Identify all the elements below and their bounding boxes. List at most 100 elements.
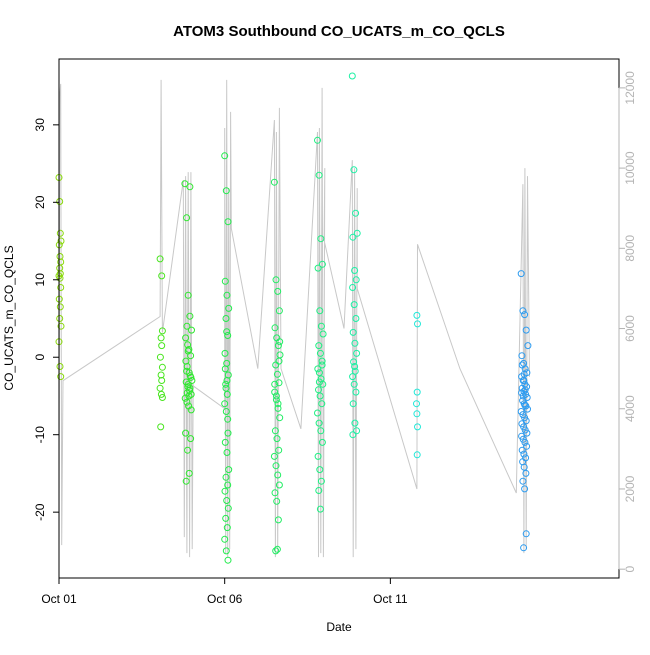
data-point [319, 330, 327, 338]
data-point [521, 438, 529, 446]
data-point [413, 388, 421, 396]
data-point [349, 328, 357, 336]
data-point [187, 435, 195, 443]
y2-tick-label: 2000 [623, 475, 637, 502]
x-tick-label: Oct 06 [207, 592, 243, 606]
data-point [518, 446, 526, 454]
data-point [316, 466, 324, 474]
data-point [274, 516, 282, 524]
data-point [275, 379, 283, 387]
data-point [318, 361, 326, 369]
data-point [56, 274, 64, 282]
data-point [225, 304, 233, 312]
data-point [272, 276, 280, 284]
y-tick-label: -20 [33, 503, 47, 521]
data-point [352, 315, 360, 322]
data-point [183, 363, 191, 370]
y-tick-label: 10 [33, 273, 47, 287]
data-point [318, 357, 326, 365]
data-point [182, 429, 190, 437]
data-point [224, 332, 232, 339]
data-point [315, 487, 323, 494]
data-point [350, 166, 358, 174]
data-point [57, 284, 65, 291]
data-point [350, 380, 358, 388]
data-point [224, 429, 232, 437]
data-point [156, 353, 164, 361]
data-point [353, 229, 361, 237]
data-point [522, 530, 530, 538]
data-point [315, 378, 323, 386]
data-point [276, 351, 284, 359]
data-point [56, 198, 64, 205]
y2-tick-label: 12000 [623, 71, 637, 105]
data-point [56, 229, 64, 237]
data-point [158, 327, 166, 335]
data-point [314, 452, 322, 460]
data-point [413, 400, 420, 408]
plot-frame [58, 58, 620, 579]
data-point [315, 386, 322, 394]
data-point [314, 365, 322, 373]
data-point [519, 477, 527, 485]
data-point [414, 423, 421, 431]
data-point [352, 209, 360, 217]
data-point [224, 556, 232, 564]
data-point [315, 419, 323, 427]
data-point [317, 477, 325, 485]
data-point [184, 291, 192, 299]
data-point [276, 338, 284, 346]
data-point [315, 369, 323, 377]
data-point [521, 311, 529, 319]
data-point [183, 322, 191, 330]
data-point [524, 342, 532, 350]
data-point [273, 370, 281, 378]
data-point [522, 469, 530, 477]
data-point [222, 473, 230, 481]
data-point [183, 214, 191, 222]
data-point [158, 342, 166, 350]
data-point [276, 414, 284, 422]
data-point [222, 547, 230, 555]
data-point [274, 342, 282, 350]
data-point [271, 489, 279, 497]
data-point [57, 322, 65, 330]
y2-tick-label: 6000 [623, 315, 637, 342]
data-point [56, 303, 64, 311]
data-point [224, 481, 232, 489]
data-point [274, 404, 282, 412]
x-tick-label: Oct 01 [41, 592, 77, 606]
data-point [274, 471, 282, 479]
y-tick-label: 20 [33, 195, 47, 209]
data-point [350, 358, 358, 366]
data-point [518, 389, 526, 397]
data-point [223, 291, 231, 299]
data-point [413, 410, 421, 418]
data-point [315, 342, 323, 350]
data-point [520, 463, 528, 471]
data-point [353, 427, 361, 435]
data-point [57, 237, 65, 245]
data-point [222, 514, 230, 522]
data-point [157, 334, 165, 342]
data-point [351, 339, 359, 347]
data-point [183, 398, 191, 406]
data-point [185, 469, 193, 477]
data-point [221, 277, 229, 285]
data-point [351, 363, 359, 370]
data-point [519, 307, 527, 315]
data-point [522, 326, 530, 334]
data-point [181, 180, 189, 188]
data-point [223, 524, 231, 532]
data-point [316, 307, 324, 315]
data-point [182, 477, 190, 485]
data-point [56, 315, 64, 322]
y2-tick-label: 4000 [623, 395, 637, 422]
data-point [158, 377, 166, 384]
data-point [317, 427, 325, 435]
data-point [221, 487, 229, 495]
data-point [351, 419, 359, 427]
data-point [351, 267, 359, 274]
data-point [223, 377, 231, 384]
